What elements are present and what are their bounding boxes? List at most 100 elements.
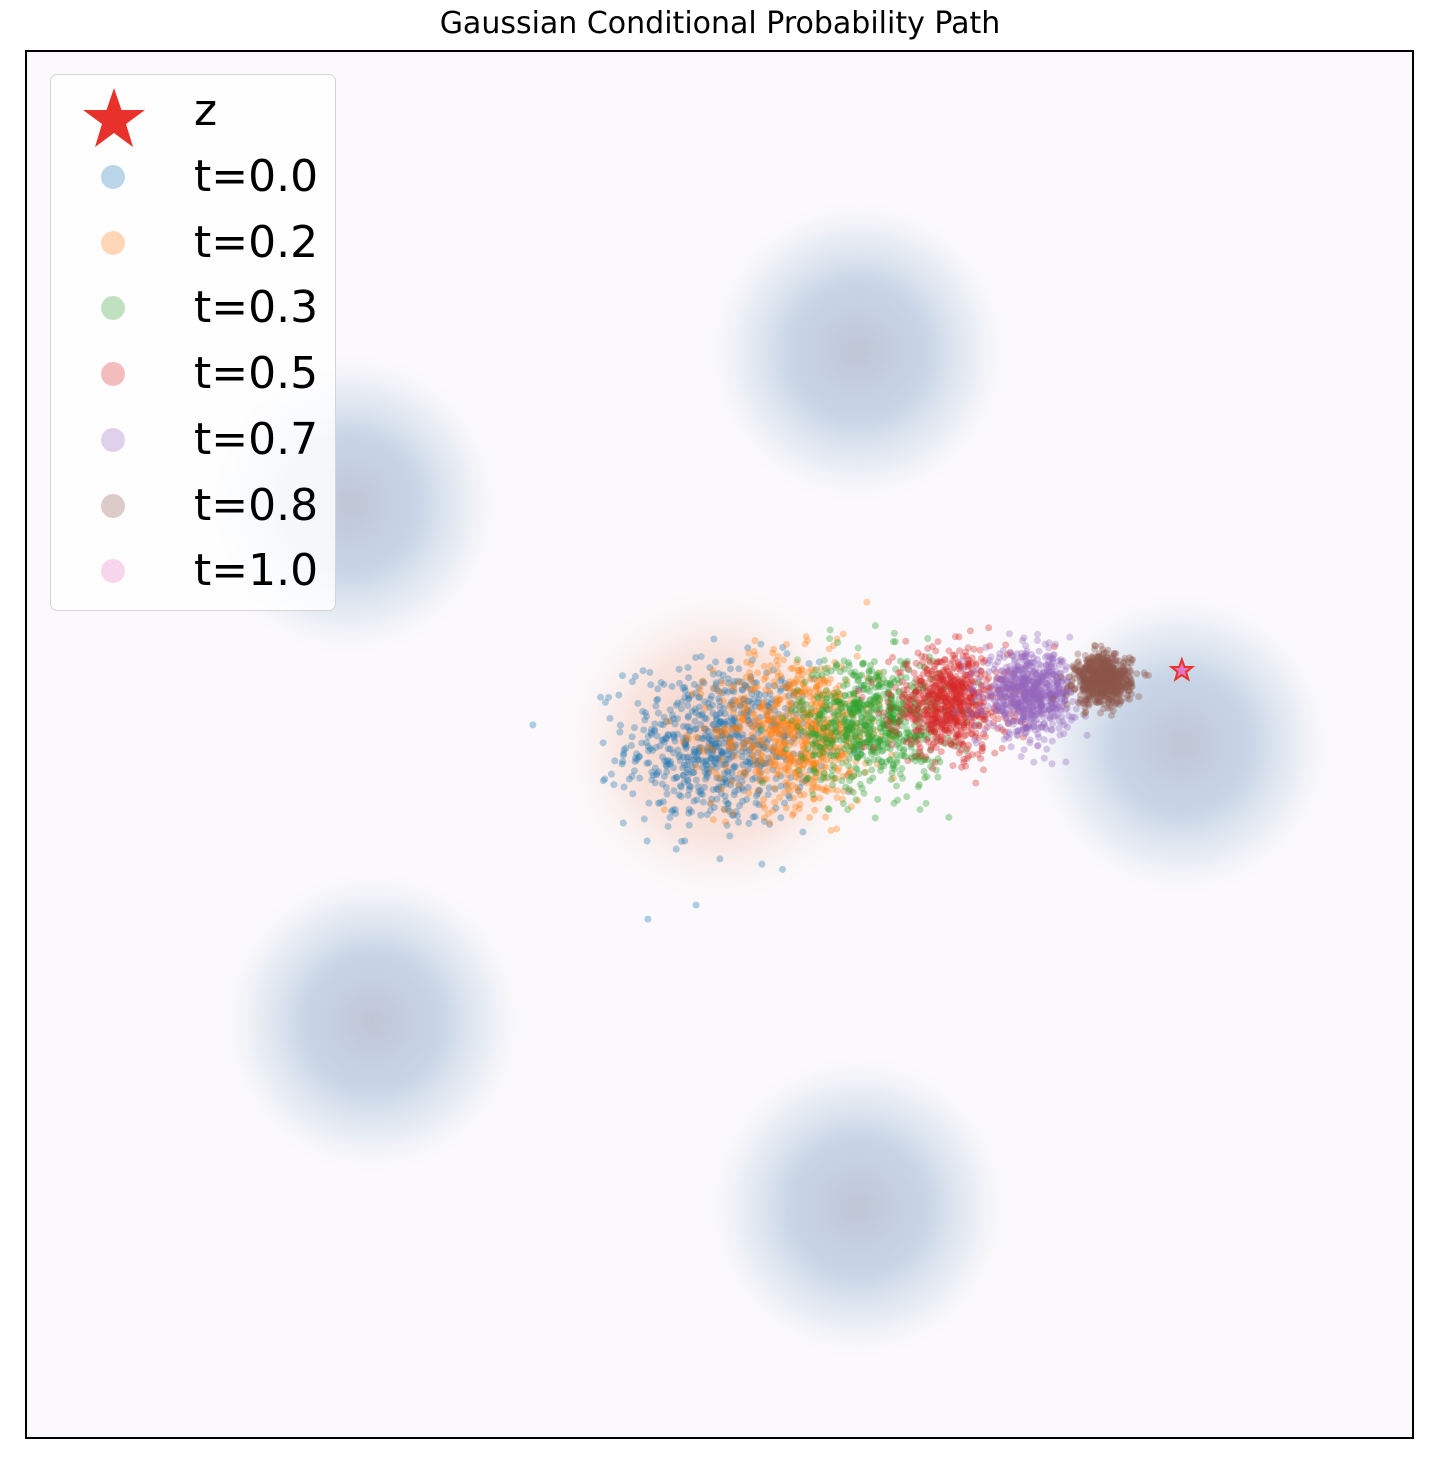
point [927, 726, 935, 734]
point [1057, 673, 1065, 681]
point [781, 753, 789, 761]
point [1025, 706, 1033, 714]
point [711, 741, 719, 749]
point [951, 718, 959, 726]
point [927, 688, 935, 696]
point [964, 656, 972, 664]
point [652, 702, 660, 710]
point [733, 725, 741, 733]
point [866, 719, 874, 727]
point [932, 674, 940, 682]
point [927, 743, 935, 751]
point [728, 736, 736, 744]
point [660, 806, 668, 814]
point [1026, 692, 1034, 700]
point [1030, 707, 1038, 715]
point [802, 716, 810, 724]
point [802, 633, 810, 641]
point [905, 693, 913, 701]
point [1034, 705, 1042, 713]
point [809, 729, 817, 737]
legend-item-t=0.7: t=0.7 [51, 410, 337, 470]
point [822, 702, 830, 710]
point [654, 695, 662, 703]
point [1010, 670, 1018, 678]
point [1013, 700, 1021, 708]
point [1052, 682, 1060, 690]
point [672, 773, 680, 781]
point [713, 755, 721, 763]
point [892, 701, 900, 709]
point [719, 726, 727, 734]
point [817, 756, 825, 764]
point [834, 639, 842, 647]
point [842, 700, 850, 708]
point [735, 700, 743, 708]
point [704, 727, 712, 735]
point [838, 777, 846, 785]
point [919, 681, 927, 689]
point [795, 758, 803, 766]
point [967, 699, 975, 707]
point [740, 768, 748, 776]
point [885, 725, 893, 733]
point [736, 701, 744, 709]
point [843, 709, 851, 717]
point [722, 778, 730, 786]
point [660, 738, 668, 746]
point [896, 717, 904, 725]
point [777, 727, 785, 735]
point [941, 739, 949, 747]
point [917, 724, 925, 732]
point [910, 669, 918, 677]
point [729, 744, 737, 752]
point [809, 751, 817, 759]
point [843, 680, 851, 688]
point [968, 730, 976, 738]
point [965, 657, 973, 665]
point [846, 705, 854, 713]
point [744, 719, 752, 727]
point [1014, 684, 1022, 692]
point [1038, 723, 1046, 731]
point [701, 768, 709, 776]
point [960, 708, 968, 716]
point [689, 768, 697, 776]
point [715, 695, 723, 703]
point [778, 743, 786, 751]
point [847, 708, 855, 716]
point [1026, 690, 1034, 698]
point [953, 706, 961, 714]
point [758, 732, 766, 740]
point [934, 704, 942, 712]
point [1050, 707, 1058, 715]
point [970, 710, 978, 718]
point [912, 732, 920, 740]
point [949, 685, 957, 693]
point [753, 689, 761, 697]
point [664, 745, 672, 753]
point [929, 710, 937, 718]
point [762, 698, 770, 706]
point [852, 764, 860, 772]
point [852, 698, 860, 706]
point [1005, 734, 1013, 742]
point [1025, 702, 1033, 710]
point [835, 721, 843, 729]
point [740, 709, 748, 717]
point [835, 697, 843, 705]
point [874, 738, 882, 746]
point [821, 720, 829, 728]
point [748, 731, 756, 739]
point [971, 733, 979, 741]
point [886, 717, 894, 725]
point [1013, 683, 1021, 691]
point [928, 691, 936, 699]
point [785, 685, 793, 693]
point [1047, 726, 1055, 734]
point [1005, 680, 1013, 688]
point [1033, 696, 1041, 704]
point [1023, 658, 1031, 666]
point [660, 736, 668, 744]
point [929, 740, 937, 748]
